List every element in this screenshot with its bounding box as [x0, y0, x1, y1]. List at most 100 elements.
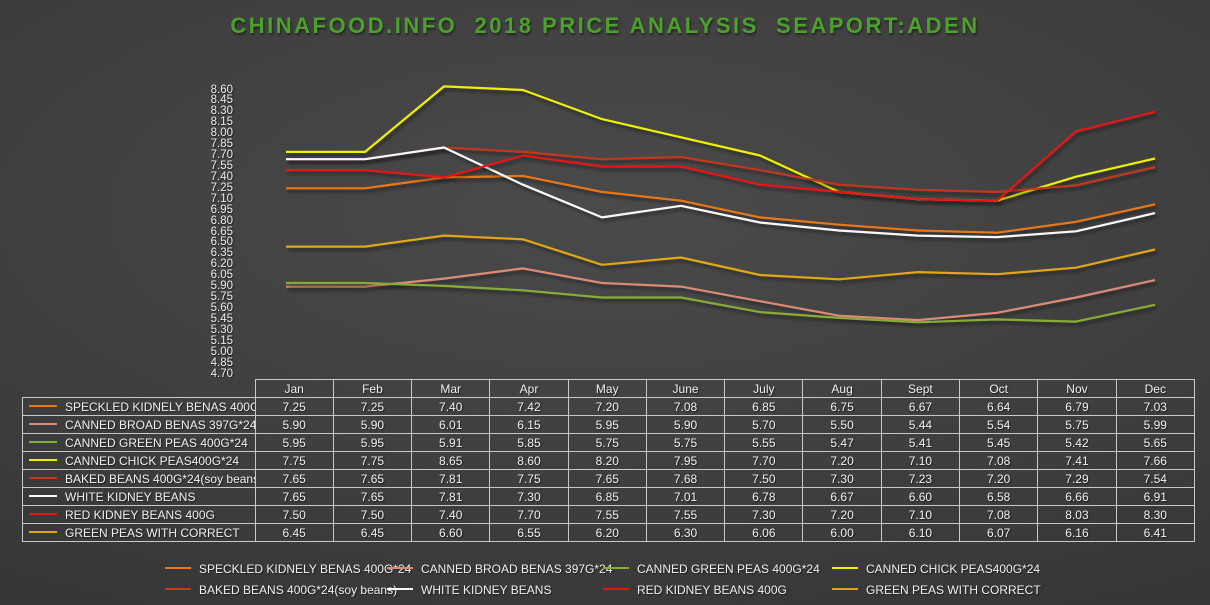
- month-header: May: [567, 379, 647, 398]
- price-cell: 6.45: [332, 523, 413, 542]
- table-row: RED KIDNEY BEANS 400G 7.50 7.50 7.40 7.70 7.5…: [22, 505, 1196, 524]
- y-axis-tick: 8.15: [210, 116, 233, 129]
- price-cell: 6.10: [880, 523, 961, 542]
- series-swatch-icon: [29, 423, 57, 426]
- series-line: [286, 234, 1156, 281]
- y-axis-tick: 8.30: [210, 105, 233, 118]
- price-cell: 6.64: [959, 397, 1039, 416]
- price-cell: 7.41: [1037, 451, 1117, 470]
- price-cell: 5.50: [802, 415, 882, 434]
- y-axis-tick: 5.60: [210, 301, 233, 314]
- legend-swatch-icon: [603, 588, 629, 591]
- y-axis-tick: 7.55: [210, 159, 233, 172]
- series-line: [286, 110, 1156, 202]
- price-cell: 7.25: [254, 397, 334, 416]
- legend-swatch-icon: [832, 567, 858, 570]
- price-cell: 6.41: [1115, 523, 1196, 542]
- price-cell: 7.20: [567, 397, 647, 416]
- series-label-cell: GREEN PEAS WITH CORRECT: [22, 523, 256, 542]
- price-cell: 6.66: [1037, 487, 1117, 506]
- price-cell: 7.03: [1115, 397, 1196, 416]
- table-row: SPECKLED KIDNELY BENAS 400G*247.257.257.…: [22, 397, 1196, 416]
- price-cell: 7.40: [411, 505, 491, 524]
- series-label-cell: BAKED BEANS 400G*24(soy beans): [22, 469, 256, 488]
- series-label-cell: CANNED GREEN PEAS 400G*24: [22, 433, 256, 452]
- y-axis-tick: 4.85: [210, 356, 233, 369]
- price-cell: 5.45: [959, 433, 1039, 452]
- legend-row: SPECKLED KIDNELY BENAS 400G*24 CANNED BRO…: [165, 558, 1195, 579]
- price-cell: 7.30: [802, 469, 882, 488]
- series-line: [286, 146, 1156, 193]
- month-header: Mar: [411, 379, 491, 398]
- page-title: CHINAFOOD.INFO 2018 PRICE ANALYSIS SEAPO…: [230, 13, 980, 38]
- table-corner-cell: [23, 380, 256, 398]
- month-header: Oct: [959, 379, 1039, 398]
- price-cell: 7.65: [254, 469, 334, 488]
- price-cell: 6.67: [802, 487, 882, 506]
- series-line: [286, 281, 1156, 324]
- price-cell: 5.75: [645, 433, 726, 452]
- price-cell: 7.65: [332, 469, 413, 488]
- legend-swatch-icon: [387, 567, 413, 570]
- table-row: CANNED BROAD BENAS 397G*24 5.90 5.90 6.01 6.…: [22, 415, 1196, 434]
- month-header: Sept: [880, 379, 961, 398]
- price-cell: 7.65: [567, 469, 647, 488]
- price-cell: 6.85: [724, 397, 804, 416]
- price-cell: 8.03: [1037, 505, 1117, 524]
- price-cell: 5.95: [567, 415, 647, 434]
- price-cell: 7.66: [1115, 451, 1196, 470]
- price-cell: 7.30: [489, 487, 569, 506]
- price-cell: 7.08: [959, 505, 1039, 524]
- y-axis-tick: 8.45: [210, 94, 233, 107]
- price-cell: 6.75: [802, 397, 882, 416]
- price-cell: 5.90: [332, 415, 413, 434]
- legend-row: BAKED BEANS 400G*24(soy beans) WHITE KIDN…: [165, 579, 1195, 600]
- series-swatch-icon: [29, 405, 57, 408]
- price-cell: 6.06: [724, 523, 804, 542]
- price-table: Jan Feb Mar Apr May June July Aug Sept Oct Nov Dec …: [22, 379, 1196, 542]
- y-axis-tick: 5.30: [210, 323, 233, 336]
- legend-swatch-icon: [165, 588, 191, 591]
- month-header: Dec: [1115, 379, 1196, 398]
- legend-swatch-icon: [387, 588, 413, 591]
- price-cell: 6.07: [959, 523, 1039, 542]
- series-swatch-icon: [29, 495, 57, 498]
- legend-swatch-icon: [603, 567, 629, 570]
- price-cell: 5.41: [880, 433, 961, 452]
- price-cell: 6.01: [411, 415, 491, 434]
- price-cell: 8.20: [567, 451, 647, 470]
- price-cell: 5.90: [254, 415, 334, 434]
- series-swatch-icon: [29, 441, 57, 444]
- legend-item: SPECKLED KIDNELY BENAS 400G*24: [165, 562, 411, 576]
- price-cell: 7.55: [645, 505, 726, 524]
- y-axis-tick: 5.45: [210, 312, 233, 325]
- price-cell: 7.30: [724, 505, 804, 524]
- series-line: [286, 146, 1156, 239]
- y-axis-tick: 6.20: [210, 258, 233, 271]
- legend-item: CANNED GREEN PEAS 400G*24: [603, 562, 832, 576]
- price-cell: 7.01: [645, 487, 726, 506]
- y-axis-tick: 7.25: [210, 181, 233, 194]
- series-line: [286, 174, 1156, 234]
- table-row: CANNED GREEN PEAS 400G*24 5.95 5.95 5.91 5.8…: [22, 433, 1196, 452]
- y-axis-tick: 8.60: [210, 83, 233, 96]
- table-row: CANNED CHICK PEAS400G*24 7.75 7.75 8.65 8.60…: [22, 451, 1196, 470]
- price-cell: 5.42: [1037, 433, 1117, 452]
- price-cell: 7.65: [254, 487, 334, 506]
- y-axis-tick: 7.40: [210, 170, 233, 183]
- y-axis-tick: 6.05: [210, 269, 233, 282]
- price-cell: 7.70: [724, 451, 804, 470]
- price-cell: 7.68: [645, 469, 726, 488]
- series-label-cell: CANNED CHICK PEAS400G*24: [22, 451, 256, 470]
- price-cell: 5.75: [567, 433, 647, 452]
- price-cell: 7.20: [959, 469, 1039, 488]
- price-cell: 7.20: [802, 451, 882, 470]
- table-row: GREEN PEAS WITH CORRECT 6.45 6.45 6.60 6.55 6…: [22, 523, 1196, 542]
- price-cell: 5.95: [254, 433, 334, 452]
- price-cell: 7.54: [1115, 469, 1196, 488]
- series-swatch-icon: [29, 459, 57, 462]
- month-header: Feb: [332, 379, 413, 398]
- price-cell: 7.42: [489, 397, 569, 416]
- legend-item: GREEN PEAS WITH CORRECT: [832, 583, 1195, 597]
- price-cell: 7.81: [411, 469, 491, 488]
